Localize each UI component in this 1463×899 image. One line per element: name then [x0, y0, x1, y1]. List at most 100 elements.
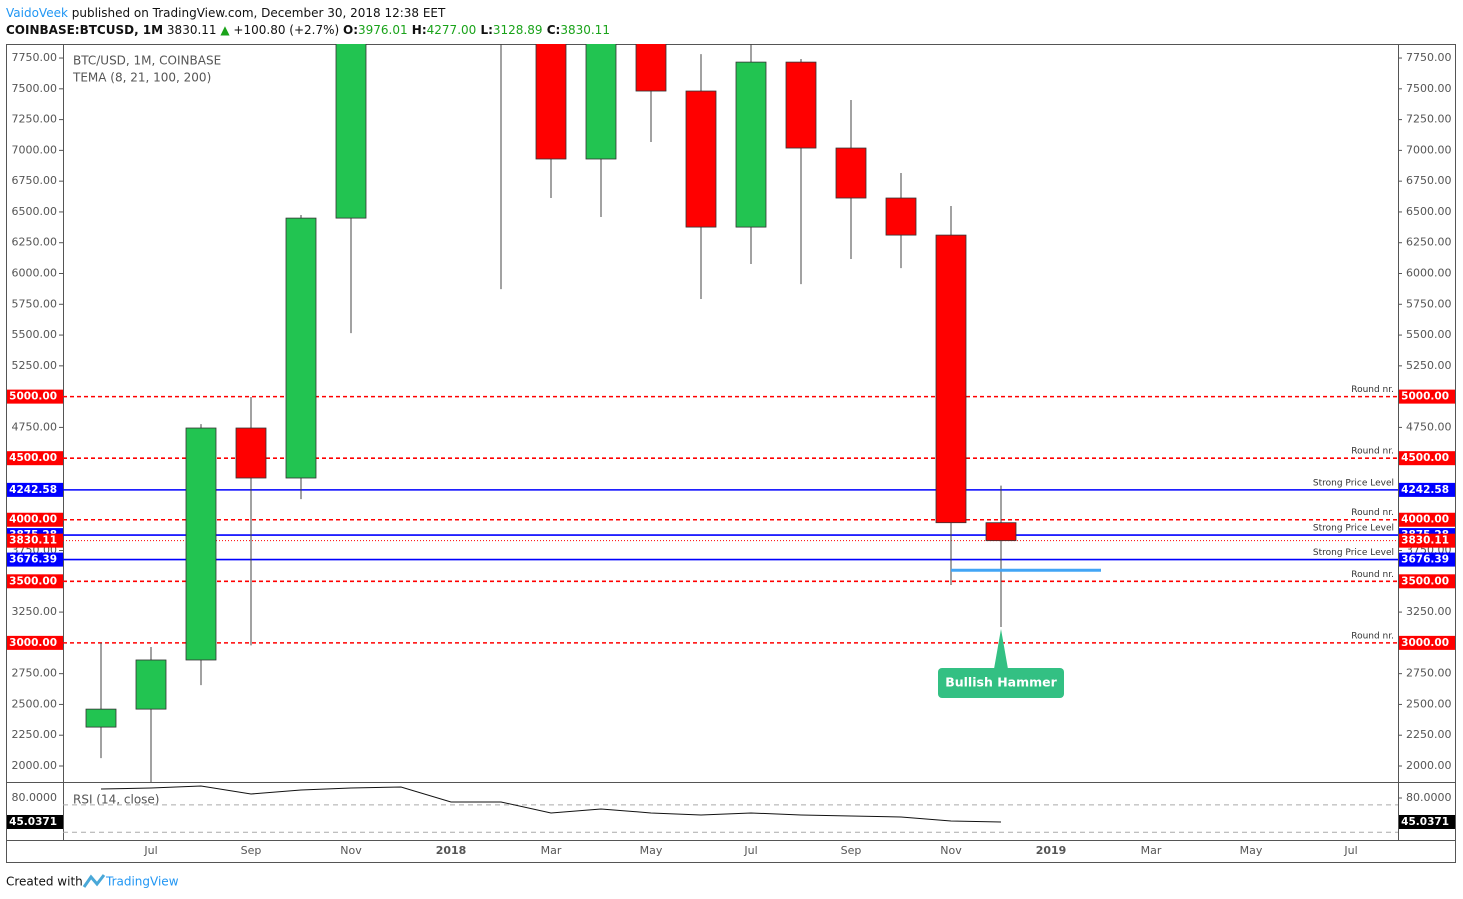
x-tick-label: Sep [241, 844, 262, 857]
rsi-badge-label: 45.0371 [9, 816, 57, 828]
level-text: Round nr. [1351, 508, 1394, 518]
x-tick-label: Jul [743, 844, 757, 857]
y-tick-label: 7000.00 [1406, 143, 1452, 156]
level-badge-label: 5000.00 [1401, 391, 1449, 403]
y-tick-label: 2000.00 [1406, 759, 1452, 772]
y-tick-label: 6250.00 [12, 236, 58, 249]
y-tick-label: 7000.00 [12, 143, 58, 156]
level-badge [1399, 574, 1455, 589]
level-badge-label: 3000.00 [9, 637, 57, 649]
candle-body [235, 427, 267, 479]
candle-body [135, 659, 167, 710]
y-tick-label: 5500.00 [1406, 328, 1452, 341]
header-part: 3830.11 [560, 23, 610, 37]
rsi-badge [7, 814, 63, 829]
header-part: O: [343, 23, 358, 37]
candles [85, 44, 1017, 782]
y-tick-label: 80.0000 [1406, 791, 1452, 804]
candle-body [935, 234, 967, 524]
level-badge-label: 3830.11 [1401, 535, 1449, 547]
candle-body [785, 61, 817, 149]
y-tick-label: 7750.00 [12, 51, 58, 64]
annotation-pointer [994, 629, 1008, 669]
y-tick-label: 2250.00 [1406, 728, 1452, 741]
frame [6, 44, 1456, 863]
y-tick-label: 7750.00 [1406, 51, 1452, 64]
x-tick-label: May [640, 844, 663, 857]
level-badge [7, 533, 63, 548]
level-badge [1399, 389, 1455, 404]
y-tick-label: 7250.00 [1406, 113, 1452, 126]
y-tick-label: 4750.00 [12, 420, 58, 433]
header-part: published on TradingView.com, December 3… [68, 6, 446, 20]
y-tick-label: 2000.00 [12, 759, 58, 772]
candle-body [735, 61, 767, 228]
header-part: 3976.01 [358, 23, 408, 37]
header-part: VaidoVeek [6, 6, 68, 20]
header-part: 4277.00 [427, 23, 477, 37]
x-tick-label: Jul [143, 844, 157, 857]
level-text: Round nr. [1351, 447, 1394, 457]
rsi-label: RSI (14, close) [73, 793, 159, 807]
x-tick-label: Nov [340, 844, 362, 857]
y-tick-label: 3250.00 [1406, 605, 1452, 618]
level-badge-label: 3676.39 [9, 554, 57, 566]
header-part: C: [543, 23, 561, 37]
level-badge [1399, 482, 1455, 497]
level-badge [7, 451, 63, 466]
x-tick-label: Mar [1141, 844, 1162, 857]
x-tick-label: 2018 [436, 844, 467, 857]
level-badge-label: 4242.58 [9, 484, 57, 496]
footer-brand[interactable]: TradingView [105, 875, 179, 889]
annotation-text: Bullish Hammer [945, 675, 1057, 690]
header-part: H: [408, 23, 427, 37]
y-tick-label: 5750.00 [12, 297, 58, 310]
level-badge [1399, 635, 1455, 650]
candle-body [885, 197, 917, 236]
y-tick-label: 2500.00 [12, 697, 58, 710]
level-badge-label: 3500.00 [1401, 575, 1449, 587]
candle-body [585, 44, 617, 160]
y-tick-label: 2750.00 [12, 667, 58, 680]
level-text: Strong Price Level [1313, 478, 1394, 488]
y-tick-label: 5250.00 [12, 359, 58, 372]
y-tick-label: 7250.00 [12, 113, 58, 126]
header-line2: COINBASE:BTCUSD, 1M 3830.11 ▲ +100.80 (+… [6, 23, 610, 37]
candle-body [635, 44, 667, 92]
candle-body [285, 217, 317, 479]
candle-body [985, 522, 1017, 542]
candle-body [185, 427, 217, 661]
rsi-badge [1399, 814, 1455, 829]
y-tick-label: 6500.00 [1406, 205, 1452, 218]
y-tick-label: 5750.00 [1406, 297, 1452, 310]
header-part: ▲ [220, 23, 230, 37]
footer-prefix: Created with [6, 875, 83, 889]
level-badge [7, 512, 63, 527]
y-tick-label: 5500.00 [12, 328, 58, 341]
level-text: Round nr. [1351, 570, 1394, 580]
x-tick-label: Sep [841, 844, 862, 857]
level-badge-label: 3676.39 [1401, 554, 1449, 566]
level-badge-label: 4000.00 [1401, 514, 1449, 526]
level-badge [7, 635, 63, 650]
levels [63, 395, 1398, 644]
level-badge-label: 3830.11 [9, 535, 57, 547]
y-tick-label: 6750.00 [1406, 174, 1452, 187]
chart-subtitle: TEMA (8, 21, 100, 200) [72, 71, 211, 85]
x-tick-label: Nov [940, 844, 962, 857]
y-tick-label: 6750.00 [12, 174, 58, 187]
y-tick-label: 6000.00 [12, 267, 58, 280]
y-tick-label: 6000.00 [1406, 267, 1452, 280]
level-badge [7, 482, 63, 497]
rsi [63, 785, 1398, 833]
level-badge-label: 4242.58 [1401, 484, 1449, 496]
y-tick-label: 5250.00 [1406, 359, 1452, 372]
level-badge-label: 4500.00 [9, 452, 57, 464]
logo [82, 874, 106, 888]
level-badge [1399, 552, 1455, 567]
level-badge [1399, 512, 1455, 527]
candle-body [535, 44, 567, 160]
header-part: L: [476, 23, 493, 37]
level-badge [7, 574, 63, 589]
